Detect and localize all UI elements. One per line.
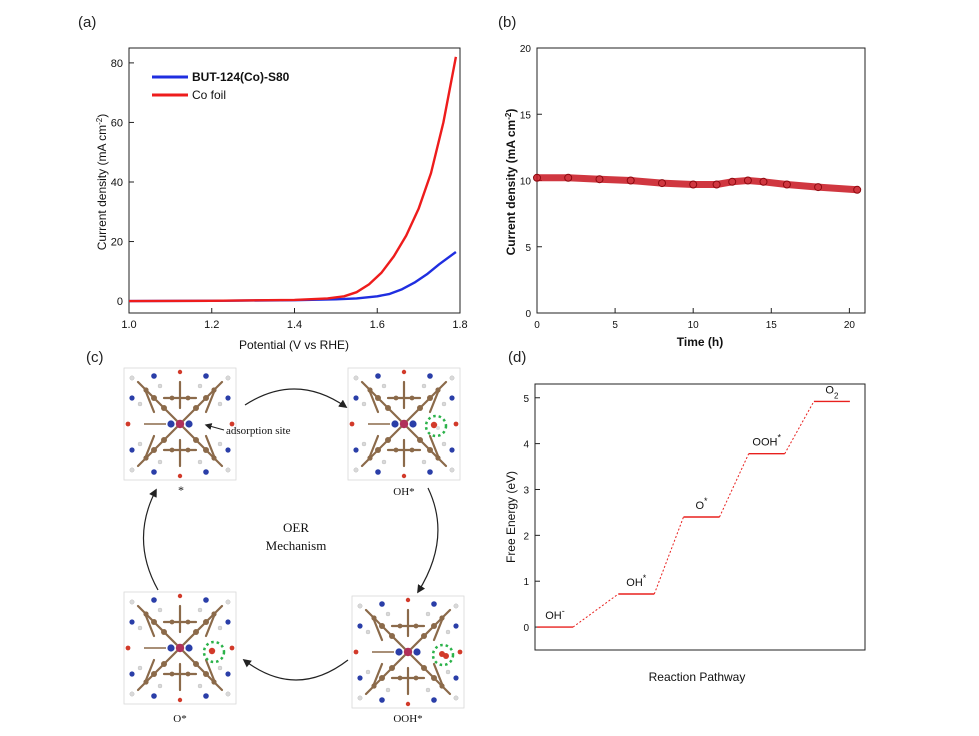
y-tick-label: 20 [111, 237, 123, 249]
state-label-ooh: OOH* [393, 713, 422, 725]
data-point [853, 185, 862, 194]
chart-d-xlabel: Reaction Pathway [649, 670, 746, 684]
chart-b-series [533, 173, 862, 194]
data-point [712, 180, 721, 189]
data-point [533, 173, 541, 182]
adsorption-site-annotation: adsorption site [226, 425, 291, 437]
mechanism-title-line1: OER [283, 520, 309, 535]
x-tick-label: 15 [766, 320, 778, 331]
panel-label-b: (b) [498, 14, 516, 31]
chart-a-ticks: 1.0 1.2 1.4 1.6 1.8 0 20 40 60 80 [111, 58, 468, 331]
energy-connector [784, 401, 815, 454]
chart-a-xlabel: Potential (V vs RHE) [239, 338, 349, 352]
y-tick-label: 0 [523, 623, 529, 634]
y-tick-label: 20 [520, 44, 532, 55]
adsorbate-o [202, 640, 226, 664]
panel-label-d: (d) [508, 349, 526, 366]
y-tick-label: 0 [525, 309, 531, 320]
y-tick-label: 5 [523, 394, 529, 405]
chart-d-series: OH- OH* O* OOH* O2 [537, 384, 850, 628]
chart-d-ylabel: Free Energy (eV) [504, 471, 518, 563]
y-tick-label: 2 [523, 531, 529, 542]
chart-b-xlabel: Time (h) [677, 335, 723, 349]
adsorption-site-pointer [204, 423, 225, 431]
structure-oh [346, 366, 462, 482]
chart-d-ticks: 0 1 2 3 4 5 [523, 394, 540, 634]
oer-mechanism-diagram: adsorption site * OH* OOH* O* OER Mechan… [122, 366, 466, 725]
series-line-but-124-co-s80 [128, 251, 457, 303]
structure-o [122, 590, 238, 706]
structure-ooh [350, 594, 466, 710]
x-tick-label: 1.4 [287, 319, 302, 331]
stability-trace [533, 174, 861, 194]
y-tick-label: 10 [520, 177, 532, 188]
x-tick-label: 10 [688, 320, 700, 331]
chart-d-frame [534, 383, 866, 651]
x-tick-label: 1.8 [452, 319, 467, 331]
legend-label-but124: BUT-124(Co)-S80 [192, 70, 290, 84]
energy-level-label: O* [695, 496, 708, 512]
data-point [728, 177, 737, 186]
x-tick-label: 1.2 [204, 319, 219, 331]
y-tick-label: 4 [523, 440, 529, 451]
data-point [782, 180, 791, 189]
energy-connector [719, 453, 750, 518]
energy-level-label: OH- [545, 606, 565, 622]
adsorption-highlight-o [202, 640, 226, 664]
x-tick-label: 1.0 [121, 319, 136, 331]
chart-a-ylabel: Current density (mA cm-2) [95, 114, 110, 251]
cycle-arrow-right [417, 487, 439, 594]
state-label-bare: * [178, 483, 184, 497]
cycle-arrow-top [244, 388, 348, 408]
chart-a-series [128, 56, 458, 303]
chart-a-polarization-curves: 1.0 1.2 1.4 1.6 1.8 0 20 40 60 80 BUT-124(Co)-S80… [95, 47, 468, 352]
data-point [595, 175, 604, 184]
cycle-arrow-bottom [242, 658, 349, 681]
energy-connector [572, 593, 619, 628]
chart-a-legend: BUT-124(Co)-S80 Co foil [152, 70, 290, 102]
x-tick-label: 5 [612, 320, 618, 331]
y-tick-label: 80 [111, 58, 123, 70]
y-tick-label: 15 [520, 110, 532, 121]
y-tick-label: 0 [117, 296, 123, 308]
cycle-arrow-left [142, 488, 159, 591]
panel-label-c: (c) [86, 349, 104, 366]
y-tick-label: 5 [525, 243, 531, 254]
data-point [759, 177, 768, 186]
y-tick-label: 40 [111, 177, 123, 189]
chart-d-free-energy: 0 1 2 3 4 5 OH- OH* O* OOH* O2 Reaction Pathway F… [504, 383, 866, 684]
energy-connector [653, 516, 684, 595]
x-tick-label: 1.6 [370, 319, 385, 331]
y-tick-label: 60 [111, 117, 123, 129]
data-point [689, 180, 698, 189]
energy-level-label: O2 [825, 384, 839, 400]
adsorbate-ooh [431, 643, 455, 667]
series-line-co-foil [128, 56, 458, 303]
panel-label-a: (a) [78, 14, 96, 31]
state-label-o: O* [173, 713, 186, 725]
x-tick-label: 20 [844, 320, 856, 331]
chart-b-ticks: 0 5 10 15 20 0 5 10 15 20 [520, 44, 856, 331]
x-tick-label: 0 [534, 320, 540, 331]
data-point [658, 179, 666, 188]
data-point [626, 176, 635, 185]
state-label-oh: OH* [393, 486, 414, 498]
mechanism-title-line2: Mechanism [266, 538, 327, 553]
y-tick-label: 3 [523, 485, 529, 496]
data-point [743, 176, 752, 185]
data-point [814, 183, 823, 192]
chart-a-frame [128, 47, 461, 314]
energy-level-label: OH* [626, 573, 647, 589]
adsorption-highlight-ooh [431, 643, 455, 667]
energy-level-label: OOH* [752, 433, 781, 449]
chart-b-ylabel: Current density (mA cm-2) [504, 109, 519, 256]
adsorbate-oh [424, 414, 448, 438]
data-point [564, 173, 573, 182]
y-tick-label: 1 [523, 577, 529, 588]
adsorption-highlight-oh [424, 414, 448, 438]
chart-b-stability: 0 5 10 15 20 0 5 10 15 20 Time (h) Current densit… [504, 44, 866, 349]
legend-label-co-foil: Co foil [192, 88, 226, 102]
structure-bare-site [122, 366, 238, 482]
